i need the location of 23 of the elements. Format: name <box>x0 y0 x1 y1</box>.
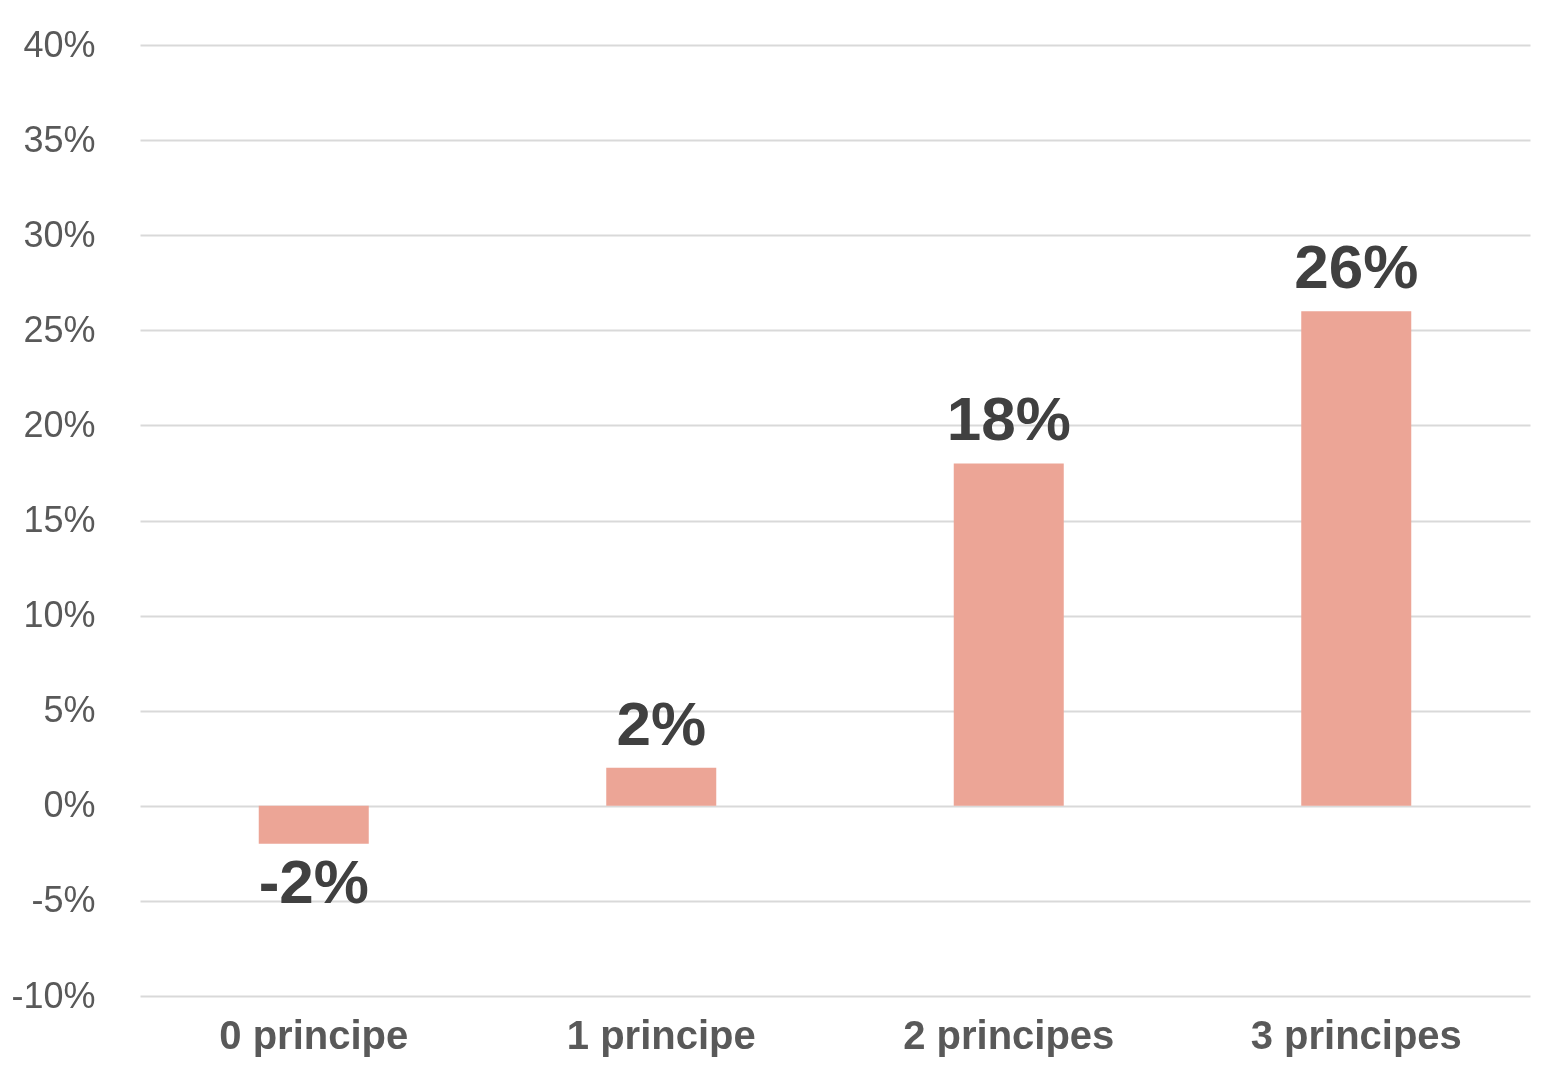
y-tick-label: 30% <box>23 213 96 255</box>
y-tick-label: 40% <box>23 23 96 65</box>
y-tick-label: 35% <box>23 118 96 160</box>
data-label: 26% <box>1294 232 1419 302</box>
x-tick-label: 3 principes <box>1250 1012 1462 1057</box>
data-label: -2% <box>258 846 369 916</box>
y-tick-label: 5% <box>43 689 96 731</box>
bar <box>606 767 717 806</box>
y-tick-label: -10% <box>11 974 96 1016</box>
data-label: 2% <box>616 688 707 758</box>
x-tick-label: 0 principe <box>219 1012 409 1057</box>
bar <box>1301 311 1412 806</box>
y-tick-label: 15% <box>23 499 96 540</box>
y-tick-label: 0% <box>43 784 96 826</box>
x-tick-label: 1 principe <box>566 1012 756 1057</box>
y-tick-label: -5% <box>31 879 96 921</box>
data-label: 18% <box>946 384 1071 454</box>
bar <box>258 805 369 844</box>
x-tick-label: 2 principes <box>903 1012 1115 1057</box>
bar <box>953 463 1064 806</box>
y-tick-label: 20% <box>23 403 96 445</box>
y-tick-label: 25% <box>23 308 96 350</box>
y-tick-label: 10% <box>23 594 96 636</box>
